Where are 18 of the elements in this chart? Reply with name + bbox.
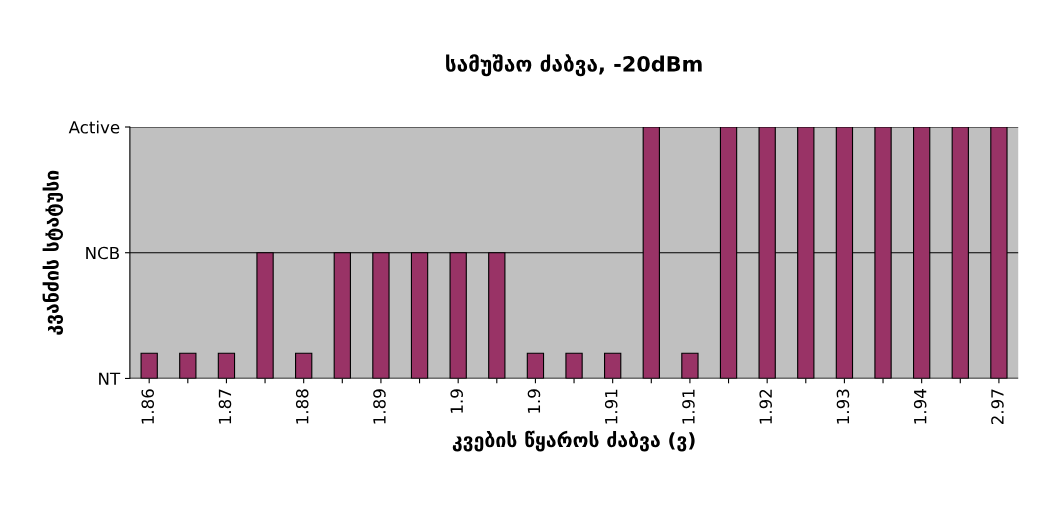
ref-line-label: NCB xyxy=(86,246,119,260)
x-tick-label: 1.94 xyxy=(913,389,927,424)
ref-line-label: Active xyxy=(68,120,120,134)
chart-title: სამუშაო ძაბვა, -20dBm xyxy=(446,54,702,77)
x-axis-title: კვების წყაროს ძაბვა (ვ) xyxy=(452,430,695,452)
x-tick-label: 1.91 xyxy=(682,389,695,424)
x-tick-label: 1.86 xyxy=(141,389,155,424)
x-tick-label: 2.97 xyxy=(991,389,1004,425)
y-axis-title: კვანძის სტატუსი xyxy=(42,170,64,335)
x-tick-label: 1.93 xyxy=(836,389,850,424)
x-tick-label: 1.9 xyxy=(527,389,541,413)
x-tick-label: 1.88 xyxy=(295,389,309,424)
x-tick-label: 1.91 xyxy=(604,389,618,424)
x-tick-label: 1.92 xyxy=(759,389,772,424)
x-tick-label: 1.87 xyxy=(218,389,232,424)
ref-line-label: NT xyxy=(99,372,121,385)
x-tick-label: 1.9 xyxy=(450,389,464,413)
x-tick-label: 1.89 xyxy=(373,389,386,424)
